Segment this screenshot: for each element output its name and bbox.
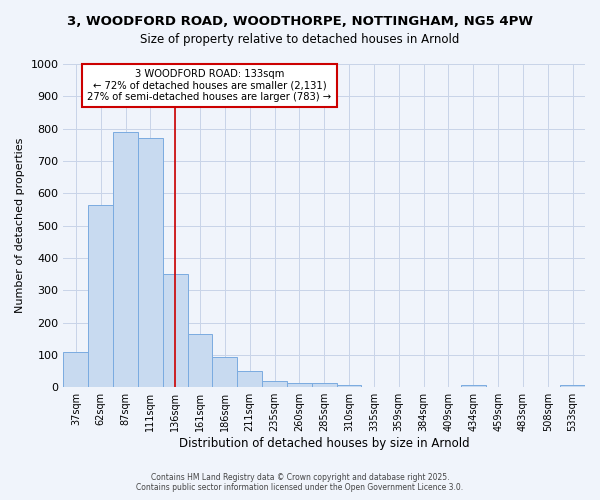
- Text: 3, WOODFORD ROAD, WOODTHORPE, NOTTINGHAM, NG5 4PW: 3, WOODFORD ROAD, WOODTHORPE, NOTTINGHAM…: [67, 15, 533, 28]
- Text: Size of property relative to detached houses in Arnold: Size of property relative to detached ho…: [140, 32, 460, 46]
- Bar: [64, 352, 88, 387]
- Text: Contains HM Land Registry data © Crown copyright and database right 2025.
Contai: Contains HM Land Registry data © Crown c…: [136, 473, 464, 492]
- Bar: [188, 334, 212, 387]
- Bar: [138, 138, 163, 387]
- Y-axis label: Number of detached properties: Number of detached properties: [15, 138, 25, 314]
- Bar: [262, 382, 287, 387]
- Bar: [88, 204, 113, 387]
- Bar: [237, 371, 262, 387]
- Bar: [312, 384, 337, 387]
- Bar: [163, 274, 188, 387]
- Bar: [212, 356, 237, 387]
- Text: 3 WOODFORD ROAD: 133sqm
← 72% of detached houses are smaller (2,131)
27% of semi: 3 WOODFORD ROAD: 133sqm ← 72% of detache…: [88, 69, 332, 102]
- Bar: [461, 384, 485, 387]
- X-axis label: Distribution of detached houses by size in Arnold: Distribution of detached houses by size …: [179, 437, 470, 450]
- Bar: [113, 132, 138, 387]
- Bar: [337, 384, 361, 387]
- Bar: [560, 384, 585, 387]
- Bar: [287, 384, 312, 387]
